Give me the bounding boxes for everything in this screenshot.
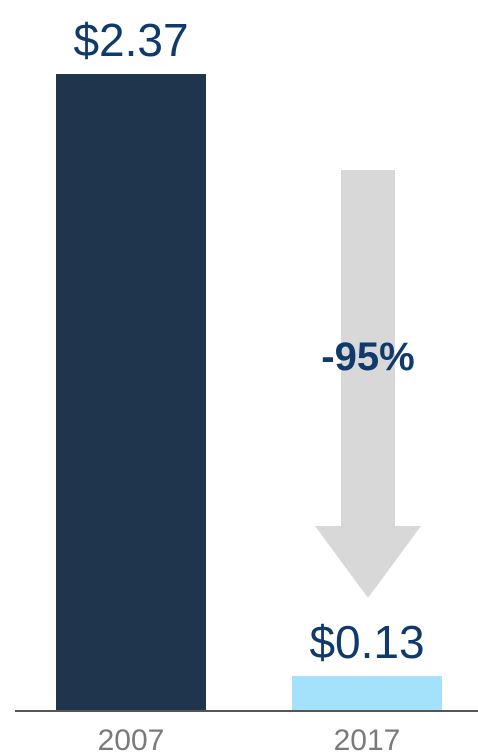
value-label-2017: $0.13 (309, 616, 424, 668)
decrease-arrow (315, 170, 421, 598)
x-tick-label-2007: 2007 (98, 724, 165, 754)
bars-group (56, 74, 442, 711)
value-labels-group: $2.37 $0.13 (73, 14, 424, 668)
value-label-2007: $2.37 (73, 14, 188, 66)
bar-2017 (292, 676, 442, 711)
tick-labels-group: 2007 2017 (98, 724, 401, 754)
bar-2007 (56, 74, 206, 711)
percent-change-label: -95% (321, 335, 414, 379)
x-tick-label-2017: 2017 (334, 724, 401, 754)
